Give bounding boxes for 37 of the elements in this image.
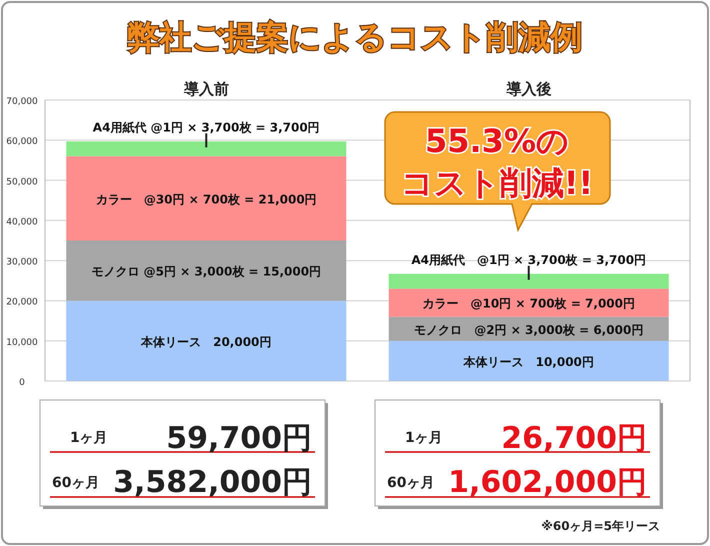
y-tick-label: 50,000 <box>6 177 38 188</box>
text: ※60ヶ月=5年リース <box>541 519 660 533</box>
bar <box>66 240 346 301</box>
annotation: コスト削減!! <box>400 164 594 202</box>
y-tick-label: 30,000 <box>6 258 38 268</box>
text: 1ヶ月 <box>70 430 108 446</box>
data-label: 本体リース 20,000円 <box>140 334 272 349</box>
bar <box>66 300 346 381</box>
annotation: 55.3%の <box>424 122 570 160</box>
text: 60ヶ月 <box>387 475 434 491</box>
y-tick-label: 20,000 <box>6 298 38 308</box>
text: 1,602,000円 <box>448 465 647 500</box>
x-tick-label: 導入後 <box>505 80 552 98</box>
text: 1ヶ月 <box>405 430 443 446</box>
y-tick-label: 40,000 <box>6 217 38 228</box>
y-tick-label: 60,000 <box>6 137 38 148</box>
data-label: カラー @30円 × 700枚 = 21,000円 <box>96 192 317 206</box>
data-label: カラー @10円 × 700枚 = 7,000円 <box>422 296 636 311</box>
data-label: A4用紙代 @1円 × 3,700枚 = 3,700円 <box>411 252 646 267</box>
data-label: モノクロ @2円 × 3,000枚 = 6,000円 <box>414 322 644 337</box>
text: 60ヶ月 <box>52 475 100 491</box>
bar <box>388 288 669 317</box>
chart-title: 弊社ご提案によるコスト削減例 <box>128 18 582 56</box>
y-tick-label: 0 <box>19 378 26 388</box>
data-label: 本体リース 10,000円 <box>462 354 594 369</box>
text: 26,700円 <box>501 421 647 456</box>
text: 3,582,000円 <box>113 465 312 500</box>
y-tick-label: 10,000 <box>6 338 38 348</box>
x-tick-label: 導入前 <box>182 80 229 98</box>
bar <box>388 274 669 289</box>
data-label: モノクロ @5円 × 3,000枚 = 15,000円 <box>91 264 322 279</box>
text: 59,700円 <box>166 421 312 456</box>
data-label: A4用紙代 @1円 × 3,700枚 = 3,700円 <box>92 120 320 134</box>
bar <box>66 141 346 156</box>
y-tick-label: 70,000 <box>6 97 38 107</box>
bar <box>66 156 346 240</box>
bar <box>388 340 669 381</box>
